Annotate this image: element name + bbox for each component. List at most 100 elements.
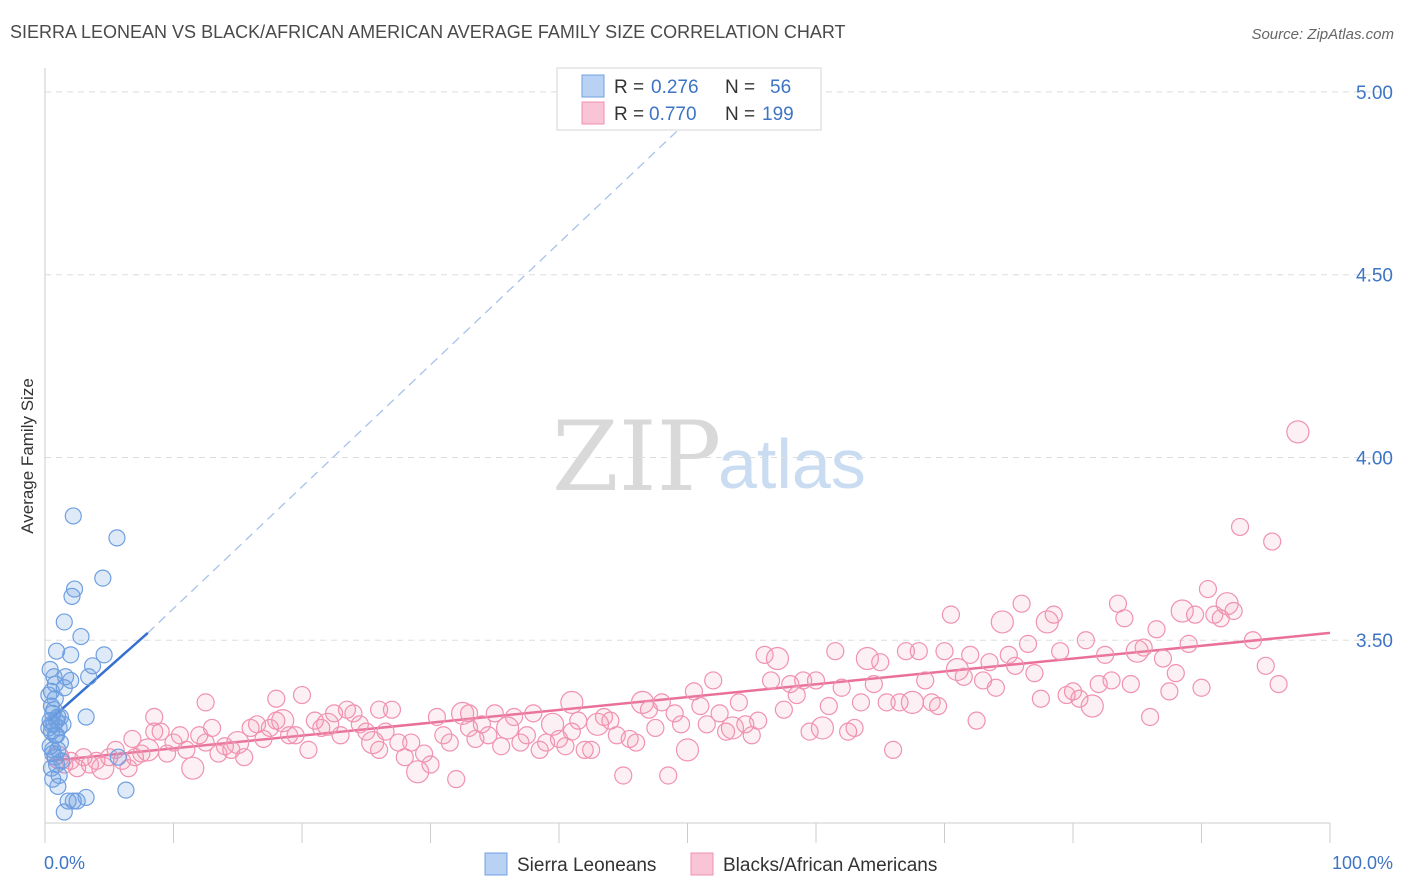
point-black-african-american (202, 718, 222, 738)
point-black-african-american (1096, 645, 1115, 664)
point-black-african-american (157, 744, 177, 763)
point-black-african-american (376, 722, 395, 741)
chart-title: SIERRA LEONEAN VS BLACK/AFRICAN AMERICAN… (10, 22, 846, 42)
point-black-african-american (794, 671, 813, 690)
point-black-african-american (382, 700, 402, 719)
scatter-points (40, 420, 1310, 821)
point-black-african-american (459, 704, 479, 723)
chart-source: Source: ZipAtlas.com (1251, 26, 1394, 43)
point-sierra-leonean (44, 741, 62, 759)
point-black-african-american (316, 712, 340, 736)
point-black-african-american (560, 690, 584, 714)
point-black-african-american (871, 653, 890, 672)
series-legend: Sierra Leoneans Blacks/African Americans (484, 852, 937, 876)
point-black-african-american (569, 711, 588, 730)
legend-n-label: N = (725, 104, 755, 125)
correlation-legend: R = 0.276 N = 56 R = 0.770 N = 199 (556, 67, 822, 131)
point-black-african-american (675, 738, 700, 762)
point-black-african-american (967, 711, 986, 730)
point-black-african-american (280, 726, 299, 745)
y-tick-label: 4.50 (1356, 266, 1393, 287)
point-black-african-american (196, 693, 215, 712)
point-black-african-american (1044, 605, 1063, 624)
legend-r-label: R = (614, 104, 644, 125)
point-black-african-american (91, 756, 115, 780)
point-sierra-leonean (68, 792, 86, 810)
point-black-african-american (826, 642, 845, 661)
point-black-african-american (1230, 517, 1250, 537)
point-black-african-american (961, 645, 980, 664)
point-black-african-american (935, 642, 954, 661)
y-tick-label: 3.50 (1356, 631, 1393, 652)
point-black-african-american (1256, 656, 1275, 675)
point-sierra-leonean (62, 646, 80, 664)
point-sierra-leonean (83, 657, 102, 675)
point-sierra-leonean (54, 715, 72, 733)
point-black-african-american (451, 701, 475, 725)
point-black-african-american (1269, 674, 1288, 694)
point-sierra-leonean (64, 507, 82, 525)
point-black-african-american (177, 740, 196, 759)
point-sierra-leonean (65, 580, 84, 598)
point-black-african-american (890, 693, 909, 712)
point-sierra-leonean (72, 627, 90, 646)
point-black-african-american (151, 722, 170, 741)
point-black-african-american (990, 610, 1014, 634)
point-sierra-leonean (95, 646, 113, 664)
point-black-african-american (260, 718, 279, 738)
point-black-african-american (517, 726, 536, 745)
point-black-african-american (928, 696, 948, 716)
legend-swatch-pink (581, 101, 605, 125)
point-black-african-american (1102, 671, 1121, 690)
watermark-atlas: atlas (718, 425, 866, 503)
point-sierra-leonean (55, 803, 73, 821)
point-black-african-american (941, 605, 961, 624)
point-sierra-leonean (47, 642, 66, 660)
axes (44, 68, 1331, 843)
point-black-african-american (614, 766, 633, 785)
point-black-african-american (331, 726, 350, 745)
point-black-african-american (710, 704, 729, 723)
y-tick-label: 4.00 (1356, 448, 1393, 469)
point-black-african-american (447, 770, 466, 789)
point-black-african-american (562, 722, 581, 741)
point-black-african-american (761, 671, 781, 690)
point-black-african-american (810, 716, 835, 740)
point-black-african-american (1286, 420, 1310, 444)
point-black-african-american (916, 671, 935, 690)
point-sierra-leonean (80, 668, 98, 686)
point-black-african-american (646, 718, 665, 738)
point-black-african-american (1263, 532, 1282, 551)
point-black-african-american (980, 653, 999, 672)
point-black-african-american (292, 685, 312, 705)
point-black-african-american (1125, 639, 1149, 663)
point-black-african-american (575, 740, 594, 759)
point-black-african-american (883, 740, 903, 759)
legend-n-value: 199 (762, 104, 794, 125)
bottom-legend-label: Blacks/African Americans (723, 855, 937, 876)
point-black-african-american (665, 704, 684, 723)
legend-r-value: 0.770 (649, 104, 697, 125)
point-black-african-american (1243, 631, 1263, 650)
point-black-african-american (1147, 620, 1166, 639)
point-black-african-american (370, 740, 389, 759)
point-black-african-american (855, 646, 880, 671)
point-sierra-leonean (117, 781, 135, 799)
point-black-african-american (235, 748, 254, 767)
point-black-african-american (1080, 694, 1104, 718)
point-black-african-american (1140, 707, 1160, 727)
point-black-african-american (864, 674, 883, 694)
point-black-african-american (1134, 638, 1153, 657)
point-sierra-leonean (49, 777, 67, 796)
point-black-african-american (851, 693, 871, 712)
watermark: ZIP atlas (552, 401, 866, 513)
point-black-african-american (954, 667, 973, 686)
point-black-african-american (1198, 579, 1218, 599)
legend-n-label: N = (725, 77, 755, 98)
point-black-african-american (765, 646, 790, 671)
bottom-legend-swatch-blue (484, 852, 508, 876)
point-black-african-american (845, 718, 864, 738)
point-black-african-american (350, 715, 369, 734)
point-black-african-american (704, 671, 723, 690)
